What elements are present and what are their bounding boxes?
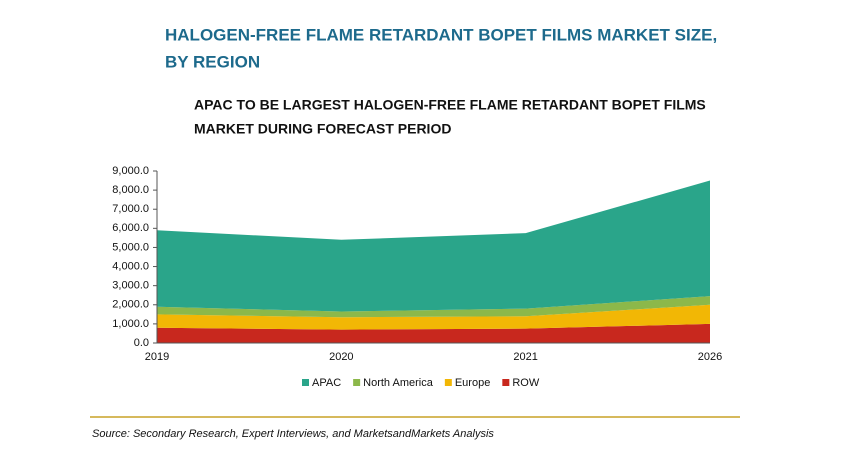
area (157, 323, 710, 343)
x-tick-label: 2019 (145, 351, 169, 363)
y-tick-label: 4,000.0 (112, 260, 149, 272)
x-tick-label: 2026 (698, 351, 722, 363)
legend-swatch (353, 379, 361, 386)
chart-subtitle: MARKET DURING FORECAST PERIOD (194, 121, 451, 137)
legend-swatch (302, 379, 309, 386)
y-tick-label: 8,000.0 (112, 184, 149, 196)
legend-label: Europe (455, 377, 490, 389)
x-tick-label: 2021 (513, 351, 537, 363)
y-tick-label: 0.0 (134, 337, 149, 349)
legend-swatch (502, 379, 510, 386)
area (157, 304, 710, 330)
chart-subtitle: APAC TO BE LARGEST HALOGEN-FREE FLAME RE… (194, 97, 706, 113)
legend-label: North America (363, 377, 434, 389)
chart-title: HALOGEN-FREE FLAME RETARDANT BOPET FILMS… (165, 25, 717, 44)
y-tick-label: 7,000.0 (112, 203, 149, 215)
y-tick-label: 1,000.0 (112, 318, 149, 330)
y-tick-label: 5,000.0 (112, 241, 149, 253)
legend-label: APAC (312, 377, 341, 389)
y-tick-label: 3,000.0 (112, 280, 149, 292)
chart-title: BY REGION (165, 52, 260, 71)
area (157, 180, 710, 312)
area (157, 296, 710, 318)
source-note: Source: Secondary Research, Expert Inter… (92, 428, 494, 440)
y-tick-label: 6,000.0 (112, 222, 149, 234)
y-tick-label: 9,000.0 (112, 165, 149, 177)
legend-swatch (444, 379, 452, 386)
legend-label: ROW (512, 377, 540, 389)
x-tick-label: 2020 (329, 351, 353, 363)
y-tick-label: 2,000.0 (112, 299, 149, 311)
